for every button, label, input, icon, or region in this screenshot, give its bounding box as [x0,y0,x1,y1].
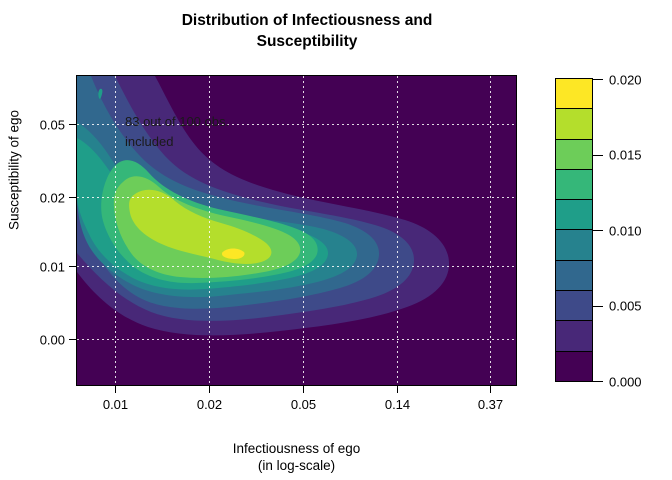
colorbar-tick-mark [593,154,603,156]
colorbar-block [556,230,592,261]
y-tick-mark [69,339,76,340]
colorbar-ticks: 0.020 0.015 0.010 0.005 0.000 [555,72,672,389]
x-tick-mark [490,386,491,393]
x-axis-label-line1: Infectiousness of ego [232,441,361,456]
colorbar-tick-mark [593,230,603,231]
colorbar-block [556,260,592,292]
plot-area: 83 out of 100 obs. included [76,75,517,386]
colorbar-tick-label: 0.020 [609,72,642,87]
x-tick-label: 0.01 [102,397,129,412]
y-tick-mark [69,266,76,267]
x-tick-label: 0.37 [477,397,504,412]
colorbar-block [556,139,592,170]
annotation-line2: included [125,134,174,149]
y-tick-label: 0.02 [39,190,65,205]
x-tick-mark [209,386,210,393]
colorbar-tick-label: 0.005 [609,298,642,314]
chart-title: Distribution of Infectiousness and Susce… [77,10,537,52]
colorbar-block [556,109,592,140]
colorbar-block [556,79,592,110]
colorbar-tick-mark [593,305,603,307]
y-tick-mark [69,124,76,125]
y-tick-mark [69,197,76,198]
colorbar-block [556,169,592,201]
colorbar-block [556,200,592,231]
colorbar [555,78,593,382]
contour-band [222,248,245,259]
y-tick-label: 0.01 [39,259,65,274]
x-tick-mark [397,386,398,393]
x-tick-label: 0.14 [384,397,411,412]
chart-title-line1: Distribution of Infectiousness and [181,12,433,29]
annotation-line1: 83 out of 100 obs. [125,114,230,129]
x-axis-label: Infectiousness of ego (in log-scale) [77,440,516,474]
y-tick-label: 0.00 [39,332,65,347]
x-axis-label-line2: (in log-scale) [257,458,336,473]
chart-title-line2: Susceptibility [256,33,358,50]
colorbar-tick-mark [593,381,603,382]
x-tick-label: 0.05 [290,397,317,412]
colorbar-block [556,291,592,322]
contour-band [98,88,103,99]
x-tick-mark [303,386,304,393]
colorbar-tick-mark [593,79,603,80]
contour-band [129,189,272,264]
plot-annotation: 83 out of 100 obs. included [125,112,229,152]
colorbar-block [556,351,592,381]
colorbar-tick-label: 0.010 [609,223,642,238]
x-tick-mark [115,386,116,393]
y-axis: 0.05 0.02 0.01 0.00 [0,76,76,385]
y-tick-label: 0.05 [39,117,65,132]
colorbar-block [556,321,592,352]
colorbar-tick-label: 0.015 [609,147,642,163]
x-axis: 0.01 0.02 0.05 0.14 0.37 [77,386,516,420]
colorbar-tick-label: 0.000 [609,374,642,389]
contour-density-plot [77,76,516,385]
x-tick-label: 0.02 [196,397,223,412]
